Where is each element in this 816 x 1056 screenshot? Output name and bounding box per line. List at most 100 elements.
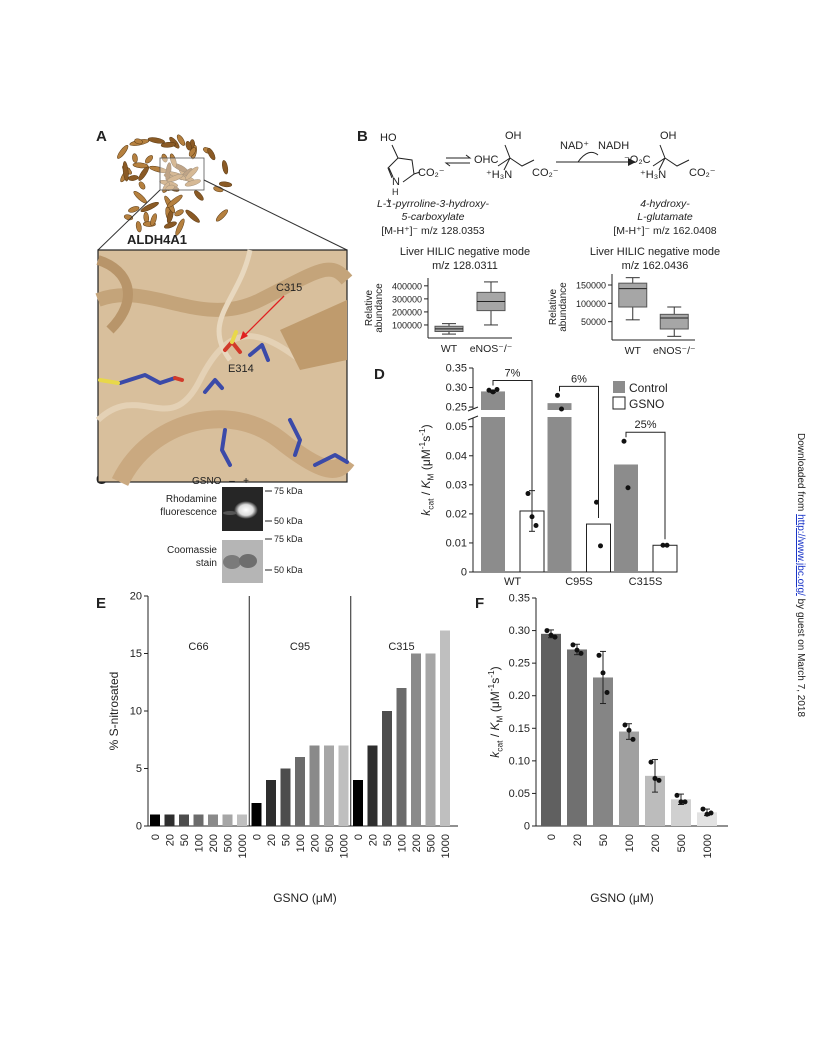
data-point (529, 514, 535, 520)
axis-label-part: s (419, 436, 433, 442)
x-tick-label: 1000 (237, 834, 249, 858)
x-tick-label: 50 (281, 834, 293, 846)
data-point (574, 647, 580, 653)
protein-helix (184, 179, 201, 187)
x-tick-label: 50 (598, 834, 610, 846)
y-tick-label: 0.05 (446, 421, 467, 433)
blot-label: stain (196, 558, 217, 569)
atom-label: OH (660, 130, 677, 142)
compound-name: L-1-pyrroline-3-hydroxy- (377, 198, 490, 210)
data-point (552, 634, 558, 640)
bar (619, 731, 639, 826)
x-tick-label: 100 (194, 834, 206, 852)
backbone (111, 410, 355, 487)
x-tick-label: 1000 (440, 834, 452, 858)
data-point (544, 628, 550, 634)
bar (425, 653, 436, 826)
protein-helix (150, 213, 157, 227)
y-tick-label: 100000 (392, 320, 422, 330)
axis-label-part: -1 (417, 428, 427, 436)
bar (697, 812, 717, 826)
x-tick-label: 200 (650, 834, 662, 852)
y-tick-label: 10 (130, 706, 142, 718)
y-tick-label: 0.30 (446, 382, 467, 394)
atom-label: + (386, 196, 391, 206)
protein-helix (133, 190, 147, 204)
y-tick-label: 0.05 (509, 788, 530, 800)
bar (411, 653, 421, 826)
group-label: C66 (188, 641, 208, 653)
bar (251, 803, 262, 826)
x-tick-label: C95S (565, 576, 593, 588)
data-point (700, 806, 706, 812)
protein-helix (147, 137, 165, 144)
x-tick-label: 500 (676, 834, 688, 852)
y-tick-label: 0.03 (446, 479, 467, 491)
y-axis-label: % S-nitrosated (107, 672, 121, 751)
compound-name: L-glutamate (637, 211, 693, 223)
box (618, 282, 648, 308)
data-point (600, 670, 606, 676)
atom-label: CO₂⁻ (532, 167, 559, 179)
legend-swatch (613, 381, 625, 393)
blot-label: fluorescence (160, 507, 217, 518)
bar (541, 633, 561, 826)
data-point (559, 406, 564, 412)
annotation: 7% (505, 367, 521, 379)
blot-label: Rhodamine (166, 494, 218, 505)
protein-helix (215, 209, 228, 222)
atom-label: OHC (474, 154, 499, 166)
y-tick-label: 0.35 (446, 363, 467, 375)
axis-label-part: k (419, 509, 433, 516)
axis-label-part: -1 (486, 670, 496, 678)
x-tick-label: 0 (252, 834, 264, 840)
link[interactable]: http://www.jbc.org/ (795, 514, 806, 596)
panel-label: B (357, 128, 368, 145)
side-chain (203, 378, 224, 394)
marker-label: 50 kDa (274, 565, 303, 575)
x-tick-label: C315S (629, 576, 663, 588)
side-chain (230, 330, 238, 344)
x-tick-label: 20 (266, 834, 278, 846)
bar (237, 814, 247, 826)
axis-label-part: M (495, 715, 505, 722)
bar (440, 630, 450, 826)
data-point (570, 642, 576, 648)
x-tick-label: 500 (426, 834, 438, 852)
side-note-part: by guest on March 7, 2018 (795, 596, 806, 718)
data-point (626, 727, 632, 733)
zoom-connector (97, 189, 161, 251)
bar (208, 814, 218, 826)
protein-helix (134, 138, 143, 145)
compound-name: 4-hydroxy- (640, 198, 690, 210)
data-point (594, 499, 599, 505)
y-axis-label: Relative (364, 290, 375, 327)
protein-helix (135, 221, 142, 233)
data-point (486, 387, 492, 393)
protein-helix (138, 181, 146, 190)
bracket (559, 385, 599, 519)
residue-label: E314 (228, 363, 254, 375)
data-point (664, 542, 670, 548)
x-tick-label: 50 (382, 834, 394, 846)
protein-helix (175, 218, 185, 236)
bond (444, 154, 472, 167)
axis-label-part: / (488, 730, 502, 740)
protein-helix (160, 141, 176, 148)
data-point (596, 652, 602, 658)
y-tick-label: 400000 (392, 281, 422, 291)
bar-break (480, 410, 506, 417)
side-chain (220, 428, 232, 467)
x-tick-label: 1000 (702, 834, 714, 858)
y-tick-label: 200000 (392, 307, 422, 317)
y-tick-label: 0.20 (509, 690, 530, 702)
protein-helix (218, 181, 233, 188)
band (239, 554, 257, 568)
side-chain (248, 343, 270, 362)
y-axis-label: Relative (548, 289, 559, 326)
bracket (625, 431, 666, 540)
chart-title: Liver HILIC negative mode (590, 246, 720, 258)
bar (547, 403, 572, 572)
zoom-region (159, 157, 205, 191)
